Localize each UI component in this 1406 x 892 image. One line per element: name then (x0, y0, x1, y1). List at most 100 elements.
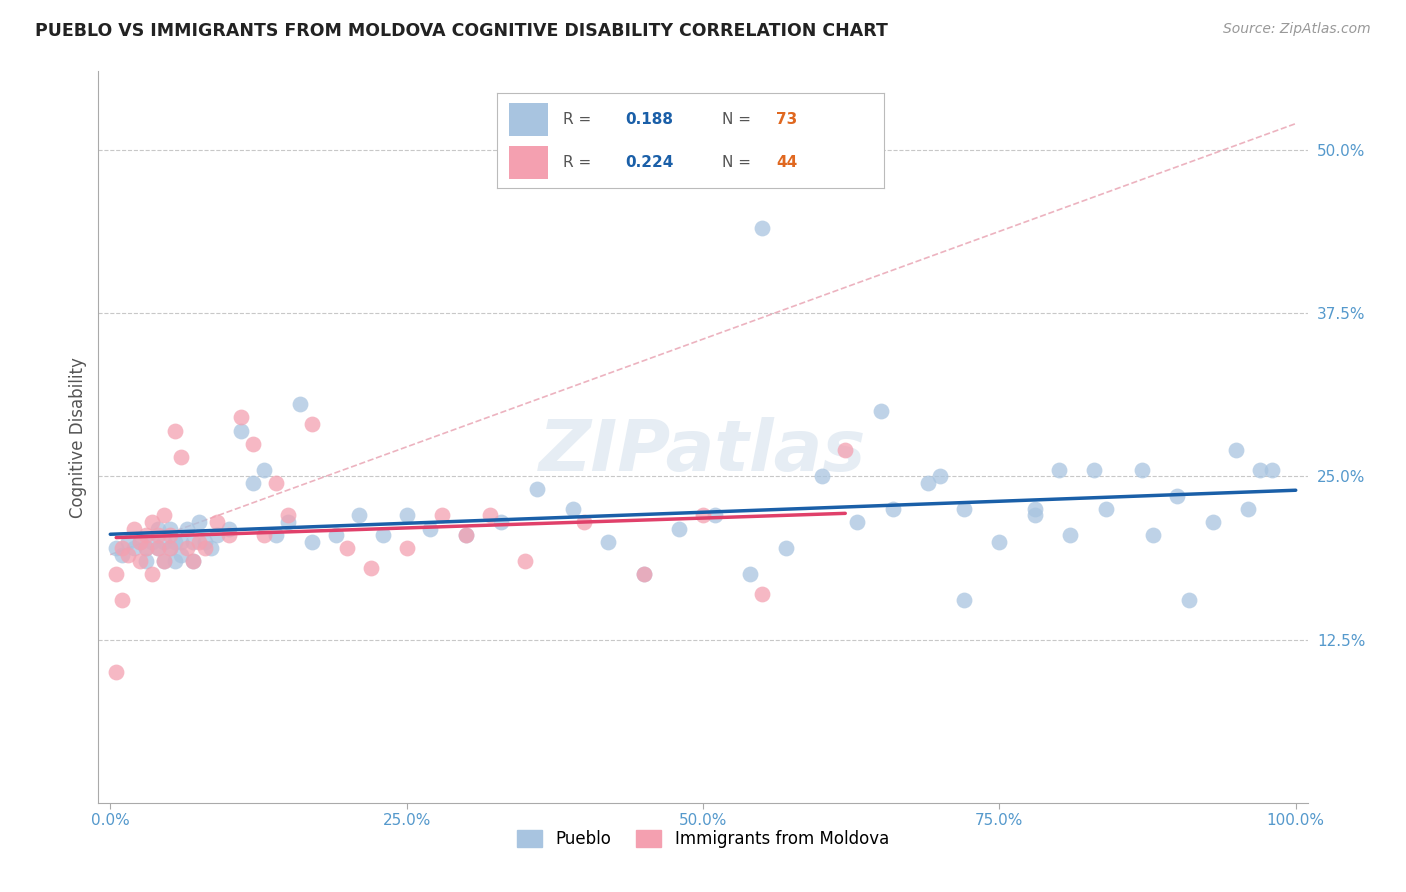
Point (325, 528, 347, 542)
Point (111, 548, 134, 562)
Point (117, 534, 139, 549)
Point (146, 541, 169, 555)
Point (751, 587, 773, 601)
Point (288, 397, 311, 411)
Point (454, 528, 477, 542)
Point (1249, 463, 1271, 477)
Point (917, 475, 939, 490)
Point (188, 515, 211, 529)
Point (200, 541, 222, 555)
Point (165, 554, 187, 568)
Point (242, 436, 264, 450)
Point (253, 528, 276, 542)
Point (1024, 508, 1046, 523)
Point (869, 404, 891, 418)
Point (105, 665, 128, 680)
Point (159, 521, 181, 535)
Point (1095, 502, 1118, 516)
Point (336, 541, 359, 555)
Point (1047, 463, 1070, 477)
Point (205, 515, 228, 529)
Point (129, 534, 152, 549)
Point (668, 521, 690, 535)
Point (264, 528, 287, 542)
Point (146, 521, 169, 535)
Point (810, 469, 832, 483)
Point (633, 567, 655, 582)
Point (152, 554, 174, 568)
Point (170, 534, 193, 549)
Point (1225, 443, 1247, 458)
Point (218, 528, 240, 542)
Point (929, 469, 952, 483)
Point (181, 554, 204, 568)
Point (301, 417, 323, 431)
Point (170, 548, 193, 562)
Point (141, 515, 163, 529)
Text: PUEBLO VS IMMIGRANTS FROM MOLDOVA COGNITIVE DISABILITY CORRELATION CHART: PUEBLO VS IMMIGRANTS FROM MOLDOVA COGNIT… (35, 22, 889, 40)
Point (129, 534, 152, 549)
Point (135, 541, 157, 555)
Point (1024, 502, 1046, 516)
Point (218, 521, 240, 535)
Point (491, 515, 513, 529)
Point (105, 541, 128, 555)
Point (135, 554, 157, 568)
Point (165, 424, 187, 438)
Point (135, 541, 157, 555)
Text: ZIPatlas: ZIPatlas (540, 417, 866, 486)
Point (1130, 463, 1153, 477)
Point (395, 541, 418, 555)
Point (141, 534, 163, 549)
Point (105, 567, 128, 582)
Point (360, 560, 382, 574)
Point (141, 567, 163, 582)
Point (419, 521, 441, 535)
Point (159, 528, 181, 542)
Point (454, 528, 477, 542)
Point (515, 554, 537, 568)
Point (152, 508, 174, 523)
Point (152, 554, 174, 568)
Point (117, 548, 139, 562)
Point (277, 508, 299, 523)
Point (229, 410, 252, 425)
Point (478, 508, 501, 523)
Point (301, 534, 323, 549)
Point (751, 221, 773, 235)
Point (846, 515, 869, 529)
Point (277, 515, 299, 529)
Point (952, 593, 974, 607)
Legend: Pueblo, Immigrants from Moldova: Pueblo, Immigrants from Moldova (509, 822, 897, 856)
Point (181, 554, 204, 568)
Point (1261, 463, 1284, 477)
Point (834, 443, 856, 458)
Point (988, 534, 1011, 549)
Point (159, 541, 181, 555)
Text: Source: ZipAtlas.com: Source: ZipAtlas.com (1223, 22, 1371, 37)
Y-axis label: Cognitive Disability: Cognitive Disability (69, 357, 87, 517)
Point (159, 541, 181, 555)
Point (371, 528, 394, 542)
Point (574, 515, 596, 529)
Point (146, 541, 169, 555)
Point (561, 502, 583, 516)
Point (703, 508, 725, 523)
Point (347, 508, 370, 523)
Point (432, 508, 454, 523)
Point (526, 483, 548, 497)
Point (176, 541, 198, 555)
Point (194, 534, 217, 549)
Point (1202, 515, 1225, 529)
Point (129, 554, 152, 568)
Point (1083, 463, 1105, 477)
Point (1059, 528, 1081, 542)
Point (253, 463, 276, 477)
Point (633, 567, 655, 582)
Point (952, 502, 974, 516)
Point (111, 541, 134, 555)
Point (122, 541, 145, 555)
Point (598, 534, 620, 549)
Point (170, 450, 193, 464)
Point (692, 508, 714, 523)
